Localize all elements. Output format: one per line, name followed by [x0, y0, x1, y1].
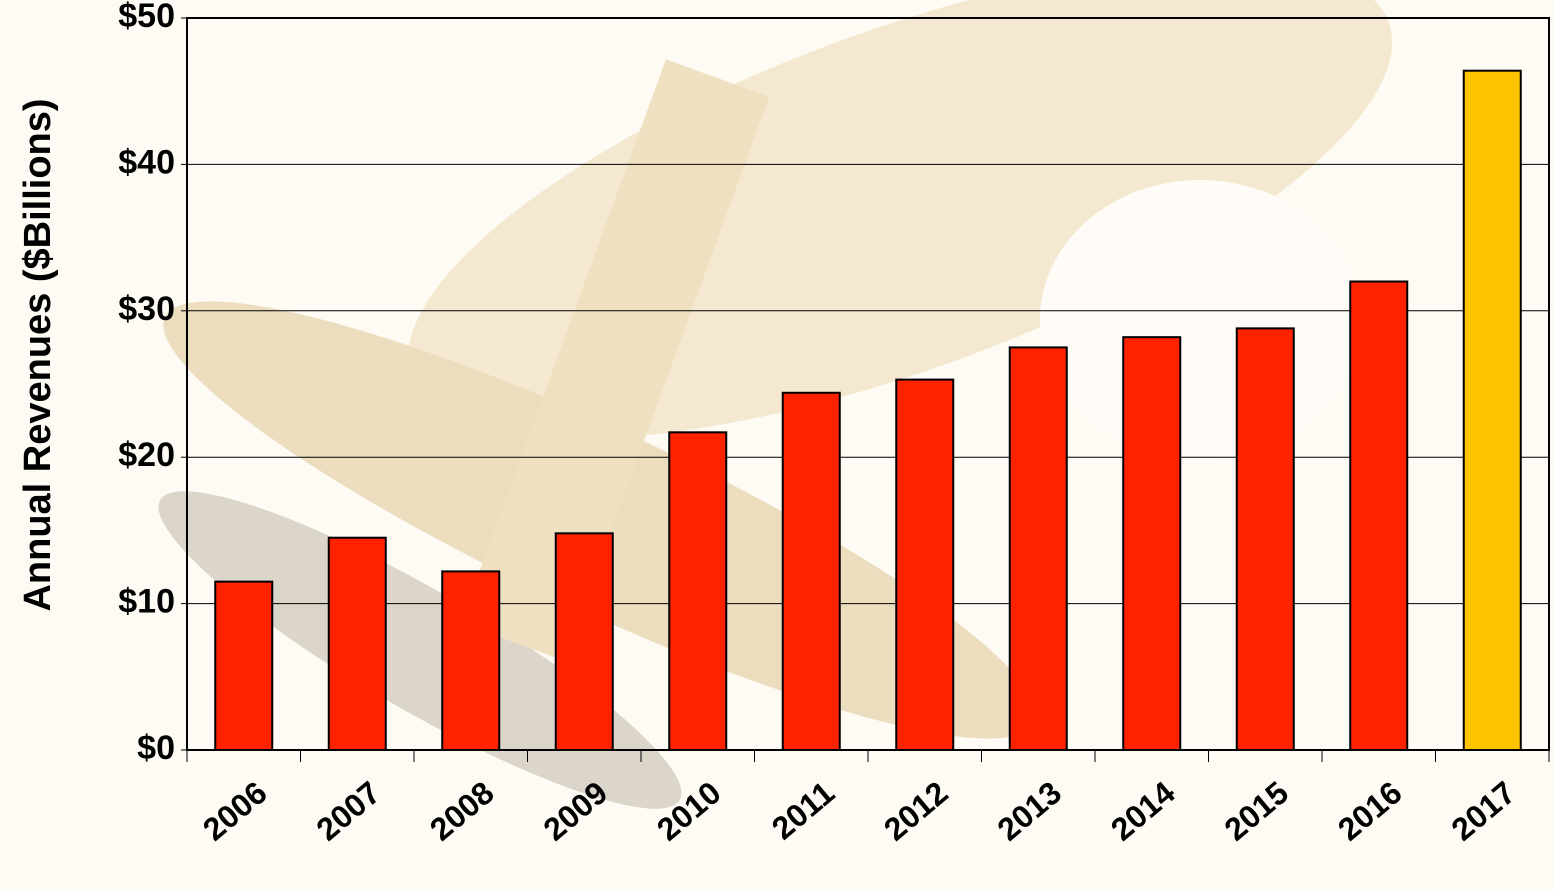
bar [1350, 282, 1407, 750]
chart: Annual Revenues ($Billions) $0 $10 $20 $30 $… [0, 0, 1554, 890]
y-tick-label: $50 [118, 0, 175, 35]
bar [896, 380, 953, 750]
y-tick-label: $10 [118, 583, 175, 621]
y-tick-label: $20 [118, 436, 175, 474]
bar [442, 571, 499, 750]
bar [1464, 71, 1521, 750]
background-image [0, 0, 1554, 890]
bar [783, 393, 840, 750]
y-axis-label: Annual Revenues ($Billions) [17, 98, 59, 611]
y-tick-label: $40 [118, 143, 175, 181]
bar [329, 538, 386, 750]
bar [215, 582, 272, 750]
bar [1237, 328, 1294, 750]
bar [556, 533, 613, 750]
bar [1123, 337, 1180, 750]
y-tick-label: $30 [118, 290, 175, 328]
y-tick-label: $0 [137, 729, 175, 767]
bar [669, 432, 726, 750]
bar [1010, 347, 1067, 750]
